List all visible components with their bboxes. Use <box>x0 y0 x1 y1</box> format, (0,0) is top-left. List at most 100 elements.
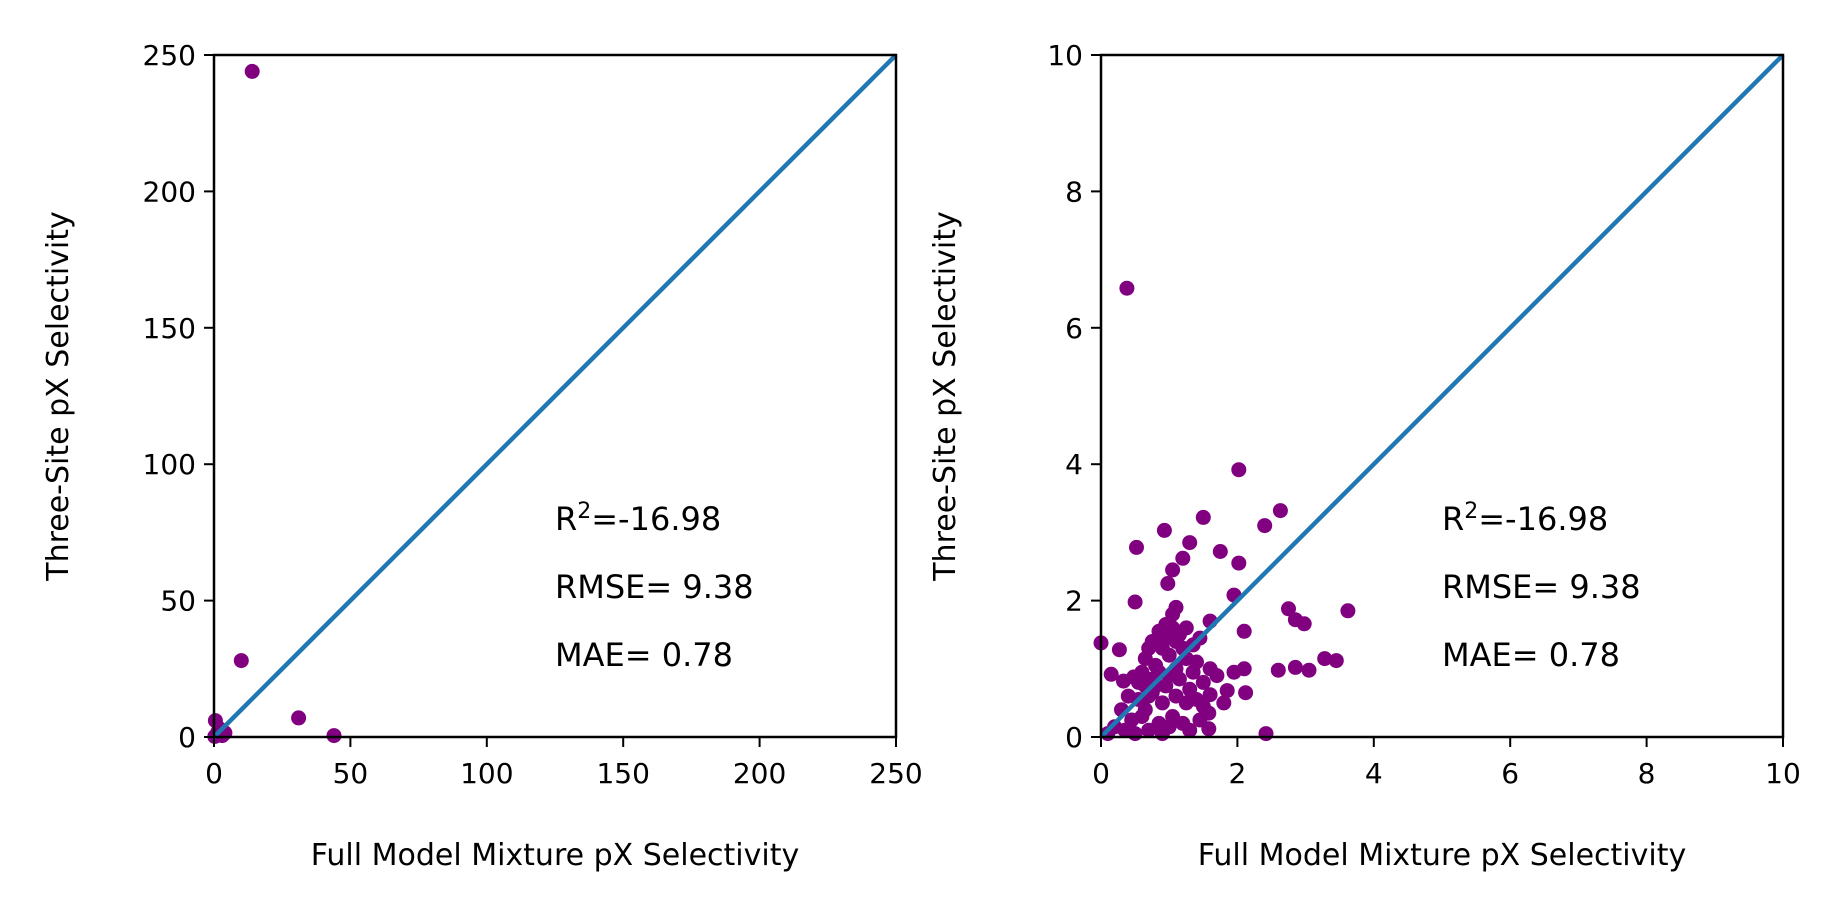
right-data-point-29 <box>1226 664 1242 680</box>
right-data-point-3 <box>1195 509 1211 525</box>
left-y-tick-label-4: 200 <box>143 175 196 208</box>
right-data-point-34 <box>1328 653 1344 669</box>
right-data-point-17 <box>1281 601 1296 617</box>
right-mae-stat: MAE= 0.78 <box>1442 636 1620 674</box>
left-r2-stat: R2=-16.98 <box>555 499 721 538</box>
left-x-tick-label-3: 150 <box>596 757 649 790</box>
right-data-point-4 <box>1257 518 1273 534</box>
right-data-point-31 <box>1287 659 1303 675</box>
right-x-tick-label-2: 4 <box>1365 757 1383 790</box>
right-rmse-stat: RMSE= 9.38 <box>1442 568 1641 606</box>
right-r2-value: =-16.98 <box>1478 500 1608 538</box>
left-y-tick-label-0: 0 <box>178 721 196 754</box>
left-mae-stat: MAE= 0.78 <box>555 636 733 674</box>
right-data-point-7 <box>1129 539 1144 555</box>
right-data-point-9 <box>1231 555 1247 571</box>
right-reference-line-group <box>1099 53 1785 739</box>
left-points <box>207 63 342 744</box>
left-scatter-panel: 0 50 100 150 200 250 0 50 100 150 200 250 Full Mode… <box>41 39 923 873</box>
left-y-tick-label-3: 150 <box>143 312 196 345</box>
right-data-point-36 <box>1202 687 1218 703</box>
right-data-point-85 <box>1195 674 1211 690</box>
left-data-point-3 <box>326 728 342 744</box>
right-data-point-25 <box>1103 666 1119 682</box>
right-data-point-8 <box>1212 544 1228 559</box>
right-data-point-11 <box>1165 562 1181 578</box>
right-data-point-15 <box>1236 623 1252 639</box>
left-rmse-stat: RMSE= 9.38 <box>555 568 754 606</box>
left-y-tick-label-1: 50 <box>160 585 196 618</box>
right-data-point-32 <box>1301 662 1317 678</box>
left-x-tick-label-4: 200 <box>733 757 786 790</box>
right-x-axis-label: Full Model Mixture pX Selectivity <box>1198 838 1686 873</box>
left-data-point-1 <box>233 653 249 669</box>
right-data-point-27 <box>1116 673 1131 689</box>
left-y-axis-label: Three-Site pX Selectivity <box>41 211 76 582</box>
right-data-point-73 <box>1178 620 1194 636</box>
right-data-point-55 <box>1154 695 1170 711</box>
right-points <box>1093 280 1356 742</box>
left-x-axis-label: Full Model Mixture pX Selectivity <box>311 838 799 873</box>
right-data-point-84 <box>1189 692 1204 707</box>
right-data-point-0 <box>1119 280 1135 296</box>
left-y-tick-label-2: 100 <box>143 448 196 481</box>
right-data-point-90 <box>1127 726 1143 742</box>
right-data-point-20 <box>1340 603 1356 619</box>
right-plot-frame <box>1099 53 1785 739</box>
left-y-tick-label-5: 250 <box>143 39 196 72</box>
right-data-point-62 <box>1120 688 1136 704</box>
right-data-point-87 <box>1209 668 1225 684</box>
right-r2-stat: R2=-16.98 <box>1442 499 1608 538</box>
right-x-tick-label-1: 2 <box>1228 757 1246 790</box>
right-y-tick-label-3: 6 <box>1065 312 1083 345</box>
right-y-tick-label-5: 10 <box>1047 39 1083 72</box>
left-reference-line-group <box>212 53 898 739</box>
right-x-tick-label-3: 6 <box>1501 757 1519 790</box>
left-r2-value: =-16.98 <box>591 500 721 538</box>
right-data-point-23 <box>1111 642 1127 658</box>
right-x-tick-label-5: 10 <box>1765 757 1801 790</box>
right-data-point-14 <box>1127 594 1143 610</box>
right-data-point-1 <box>1231 462 1247 478</box>
left-x-tick-label-0: 0 <box>205 757 223 790</box>
right-data-point-41 <box>1258 726 1274 742</box>
left-x-tick-label-2: 100 <box>460 757 513 790</box>
right-r2-superscript: 2 <box>1464 499 1478 524</box>
left-plot-frame <box>212 53 898 739</box>
right-data-point-92 <box>1161 719 1177 735</box>
right-data-point-53 <box>1141 722 1157 738</box>
right-data-point-37 <box>1219 683 1235 699</box>
left-axis-ticks: 0 50 100 150 200 250 0 50 100 150 200 250 <box>143 39 923 790</box>
right-data-point-35 <box>1238 685 1254 701</box>
right-data-point-10 <box>1175 550 1191 566</box>
right-identity-line <box>1099 53 1785 739</box>
left-x-tick-label-5: 250 <box>869 757 922 790</box>
right-data-point-71 <box>1165 606 1181 622</box>
left-data-point-2 <box>291 710 307 726</box>
right-data-point-30 <box>1270 662 1286 678</box>
right-y-axis-label: Three-Site pX Selectivity <box>928 211 963 582</box>
right-y-tick-label-0: 0 <box>1065 721 1083 754</box>
left-x-tick-label-1: 50 <box>333 757 369 790</box>
left-identity-line <box>212 53 898 739</box>
right-data-point-12 <box>1160 576 1176 591</box>
left-data-point-12 <box>212 727 228 743</box>
right-r2-prefix: R <box>1442 500 1464 538</box>
right-scatter-panel: 0 2 4 6 8 10 0 2 4 6 8 10 Full Model Mixture pX Sel… <box>928 39 1801 873</box>
left-r2-prefix: R <box>555 500 577 538</box>
left-data-point-0 <box>244 63 260 79</box>
right-data-point-33 <box>1317 651 1333 667</box>
right-axis-ticks: 0 2 4 6 8 10 0 2 4 6 8 10 <box>1047 39 1800 790</box>
right-data-point-6 <box>1182 535 1198 551</box>
right-y-tick-label-2: 4 <box>1065 448 1083 481</box>
right-data-point-57 <box>1168 688 1184 704</box>
right-data-point-67 <box>1137 651 1153 667</box>
right-data-point-5 <box>1156 522 1172 538</box>
right-x-tick-label-0: 0 <box>1092 757 1110 790</box>
right-data-point-81 <box>1134 709 1150 724</box>
right-y-tick-label-1: 2 <box>1065 585 1083 618</box>
right-data-point-51 <box>1192 712 1208 728</box>
right-data-point-19 <box>1296 616 1312 632</box>
right-data-point-97 <box>1165 620 1181 636</box>
